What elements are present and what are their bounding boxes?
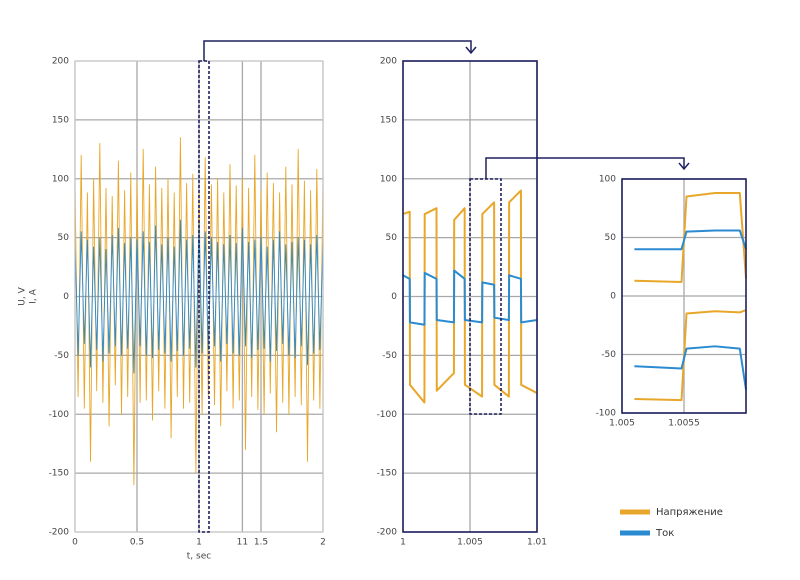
plot-frame	[402, 60, 538, 533]
y-tick-label: 0	[63, 292, 69, 302]
y-tick-label: -200	[377, 528, 398, 538]
x-tick-label: 1.01	[527, 538, 547, 548]
series-line	[634, 229, 747, 390]
x-tick-label: 1.5	[254, 538, 268, 548]
y-tick-label: -100	[596, 409, 617, 419]
arrow-head	[465, 46, 477, 55]
y-tick-label: -50	[54, 351, 69, 361]
y-tick-label: 200	[380, 57, 397, 67]
y-tick-label: -50	[601, 350, 616, 360]
series-line	[74, 219, 324, 374]
x-tick-label: 1.005	[609, 419, 635, 429]
y-tick-label: -200	[49, 528, 70, 538]
y-tick-label: -150	[49, 469, 70, 479]
x-tick-label: 2	[320, 538, 326, 548]
y-tick-label: 150	[380, 115, 397, 125]
y-tick-label: 100	[52, 174, 69, 184]
y-tick-label: 50	[605, 233, 617, 243]
x-tick-label: 0.5	[130, 538, 144, 548]
legend-label: Ток	[655, 528, 674, 539]
y-tick-label: 50	[386, 233, 398, 243]
y-tick-label: -100	[49, 410, 70, 420]
legend-label: Напряжение	[656, 507, 723, 518]
y-tick-label: 100	[380, 174, 397, 184]
arrow-head	[678, 162, 690, 171]
x-tick-label: 0	[72, 538, 78, 548]
y-tick-label: -150	[377, 469, 398, 479]
x-tick-label: 1.0055	[668, 419, 700, 429]
zoom-arrow	[203, 40, 472, 61]
y-axis-label: I, A	[29, 288, 39, 303]
x-tick-label: 11	[237, 538, 248, 548]
y-tick-label: -50	[382, 351, 397, 361]
series-line	[402, 269, 538, 326]
series-line	[634, 192, 747, 402]
x-axis-label: t, sec	[187, 552, 211, 562]
x-tick-label: 1.005	[457, 538, 483, 548]
x-tick-label: 1	[400, 538, 406, 548]
y-tick-label: 0	[391, 292, 397, 302]
zoom-markers	[198, 40, 690, 533]
y-tick-label: 150	[52, 115, 69, 125]
y-tick-label: -100	[377, 410, 398, 420]
y-tick-label: 0	[610, 292, 616, 302]
plot-frame	[621, 178, 747, 414]
y-tick-label: 100	[599, 175, 616, 185]
x-tick-label: 1	[196, 538, 202, 548]
zoom-arrow	[485, 157, 685, 179]
y-axis-label: U, V	[18, 286, 28, 305]
y-tick-label: 200	[52, 57, 69, 67]
y-tick-label: 50	[58, 233, 70, 243]
